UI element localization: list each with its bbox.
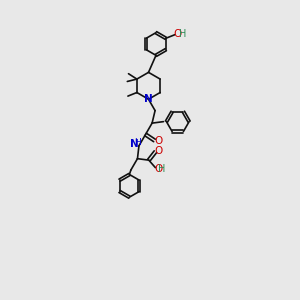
Text: N: N — [130, 139, 139, 149]
Text: O: O — [154, 136, 162, 146]
Text: H: H — [134, 138, 141, 147]
Text: O: O — [154, 164, 163, 174]
Text: O: O — [174, 29, 182, 39]
Text: H: H — [178, 29, 186, 39]
Text: H: H — [158, 164, 166, 174]
Text: N: N — [144, 94, 153, 104]
Text: O: O — [155, 146, 163, 156]
